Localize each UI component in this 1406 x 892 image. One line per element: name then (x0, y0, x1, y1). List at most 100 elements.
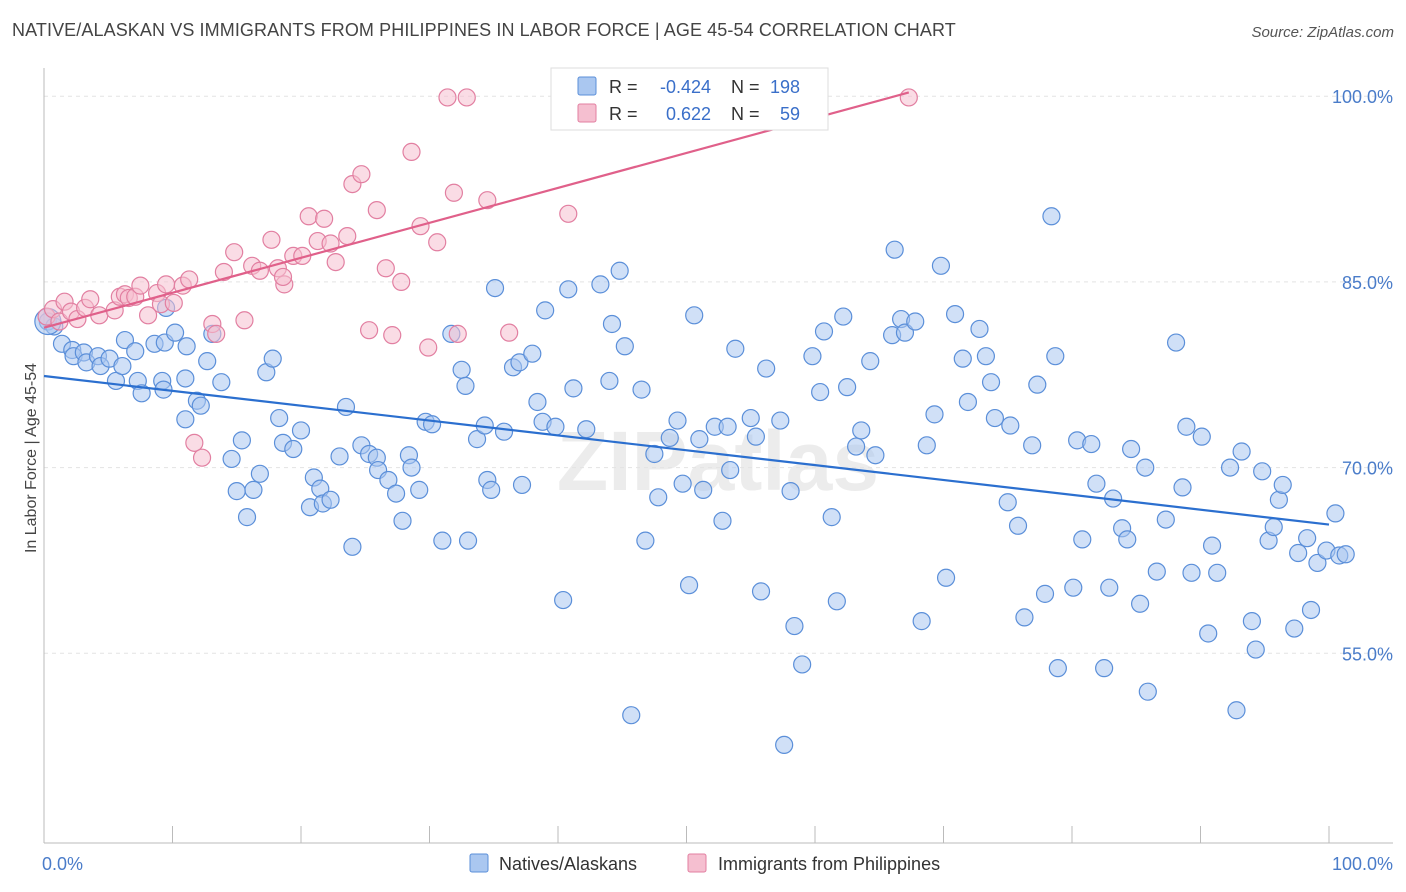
point-native-158 (1095, 659, 1114, 678)
point-native-146 (1015, 608, 1034, 627)
point-native-176 (1208, 563, 1227, 582)
y-tick-label-55: 55.0% (1342, 644, 1393, 664)
y-tick-labels: 55.0% 70.0% 85.0% 100.0% (1332, 87, 1393, 664)
y-tick-label-85: 85.0% (1342, 273, 1393, 293)
point-philippines-18 (156, 275, 176, 294)
point-native-139 (970, 319, 989, 339)
point-native-191 (1308, 553, 1327, 573)
point-native-63 (452, 360, 471, 379)
point-native-25 (191, 396, 210, 415)
point-native-115 (803, 347, 822, 366)
chart-title: NATIVE/ALASKAN VS IMMIGRANTS FROM PHILIP… (12, 20, 956, 40)
point-native-37 (270, 408, 289, 428)
point-native-87 (610, 261, 629, 280)
point-philippines-47 (376, 259, 395, 278)
point-native-118 (822, 508, 841, 527)
bottom-legend: Natives/Alaskans Immigrants from Philipp… (469, 853, 940, 874)
point-native-95 (668, 411, 687, 430)
point-native-110 (771, 411, 790, 430)
point-philippines-61 (899, 88, 918, 107)
point-native-133 (925, 405, 944, 424)
point-native-26 (198, 352, 217, 371)
point-native-82 (564, 379, 583, 398)
point-native-137 (953, 349, 972, 368)
point-philippines-7 (81, 290, 100, 309)
bottom-legend-swatch-pink (687, 853, 707, 873)
point-philippines-26 (214, 262, 233, 282)
point-native-195 (1336, 545, 1355, 564)
legend-n-label-blue: N = (731, 77, 760, 97)
point-native-45 (321, 490, 340, 509)
point-native-177 (1220, 458, 1240, 477)
point-native-184 (1264, 517, 1283, 537)
point-native-135 (936, 568, 956, 587)
point-philippines-59 (500, 323, 519, 342)
point-native-178 (1227, 701, 1246, 720)
point-native-14 (132, 384, 151, 403)
point-native-46 (330, 447, 349, 466)
point-native-64 (456, 376, 475, 395)
bottom-legend-label-pink: Immigrants from Philippines (718, 854, 940, 874)
point-native-173 (1192, 427, 1211, 446)
legend-n-value-pink: 59 (780, 104, 800, 124)
point-philippines-21 (180, 270, 199, 289)
point-native-33 (244, 480, 263, 499)
point-philippines-22 (185, 433, 204, 452)
point-native-140 (976, 347, 996, 366)
point-native-83 (577, 420, 596, 439)
bottom-legend-label-blue: Natives/Alaskans (499, 854, 637, 874)
point-native-30 (227, 482, 246, 501)
point-native-131 (912, 612, 931, 631)
point-native-120 (834, 307, 853, 326)
point-native-58 (410, 480, 429, 499)
point-native-89 (622, 706, 641, 725)
point-native-166 (1138, 682, 1157, 701)
point-native-84 (591, 275, 610, 294)
point-native-172 (1182, 563, 1201, 582)
point-native-21 (176, 410, 195, 429)
point-native-169 (1166, 333, 1186, 352)
point-native-94 (660, 428, 679, 447)
point-philippines-54 (438, 88, 457, 107)
point-native-181 (1246, 640, 1265, 659)
point-native-73 (510, 353, 529, 372)
point-native-148 (1028, 375, 1047, 394)
legend-r-value-pink: 0.622 (666, 104, 711, 124)
point-native-129 (895, 323, 915, 342)
point-native-179 (1232, 442, 1251, 461)
point-native-180 (1242, 612, 1262, 631)
y-tick-label-100: 100.0% (1332, 87, 1393, 107)
point-native-53 (379, 470, 398, 490)
point-native-157 (1087, 474, 1106, 493)
point-native-40 (291, 421, 311, 440)
point-native-164 (1131, 594, 1150, 613)
point-native-104 (721, 460, 740, 480)
point-native-12 (126, 342, 145, 361)
point-native-71 (494, 422, 514, 441)
point-native-86 (602, 314, 622, 334)
x-tick-label-max: 100.0% (1332, 854, 1393, 874)
point-native-47 (336, 397, 356, 417)
point-native-90 (632, 380, 651, 399)
point-native-122 (847, 437, 866, 456)
legend-n-value-blue: 198 (770, 77, 800, 97)
legend-r-value-blue: -0.424 (660, 77, 711, 97)
trend-lines (43, 91, 1330, 526)
point-native-190 (1301, 600, 1321, 620)
point-native-155 (1073, 530, 1092, 549)
point-native-108 (751, 582, 771, 601)
point-philippines-23 (192, 448, 212, 467)
point-native-65 (458, 531, 478, 550)
legend-r-label-pink: R = (609, 104, 638, 124)
point-native-36 (263, 349, 282, 368)
point-native-100 (694, 480, 713, 499)
point-native-150 (1042, 207, 1061, 226)
bottom-legend-swatch-blue (469, 853, 489, 873)
point-native-28 (212, 373, 231, 392)
point-native-156 (1082, 434, 1101, 454)
point-philippines-27 (225, 243, 244, 262)
legend-n-label-pink: N = (731, 104, 760, 124)
x-tick-label-min: 0.0% (42, 854, 83, 874)
point-native-124 (861, 352, 880, 371)
point-native-170 (1173, 478, 1192, 497)
